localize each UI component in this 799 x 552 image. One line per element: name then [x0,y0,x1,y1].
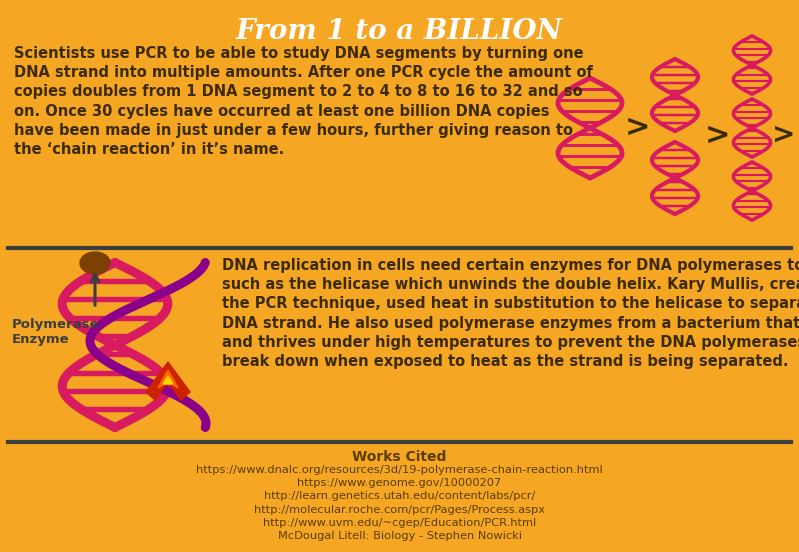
Text: >: > [773,121,796,149]
Polygon shape [146,362,190,400]
Text: Works Cited: Works Cited [352,450,447,464]
Text: https://www.dnalc.org/resources/3d/19-polymerase-chain-reaction.html
https://www: https://www.dnalc.org/resources/3d/19-po… [196,465,603,541]
Text: Scientists use PCR to be able to study DNA segments by turning one
DNA strand in: Scientists use PCR to be able to study D… [14,46,593,157]
Polygon shape [163,376,173,384]
Polygon shape [158,370,178,388]
Ellipse shape [80,252,110,274]
Text: Polymerase
Enzyme: Polymerase Enzyme [12,318,100,346]
Text: >: > [624,113,650,141]
Text: DNA replication in cells need certain enzymes for DNA polymerases to work,
such : DNA replication in cells need certain en… [222,258,799,369]
Text: >: > [704,120,729,150]
Text: From 1 to a BILLION: From 1 to a BILLION [236,18,563,45]
